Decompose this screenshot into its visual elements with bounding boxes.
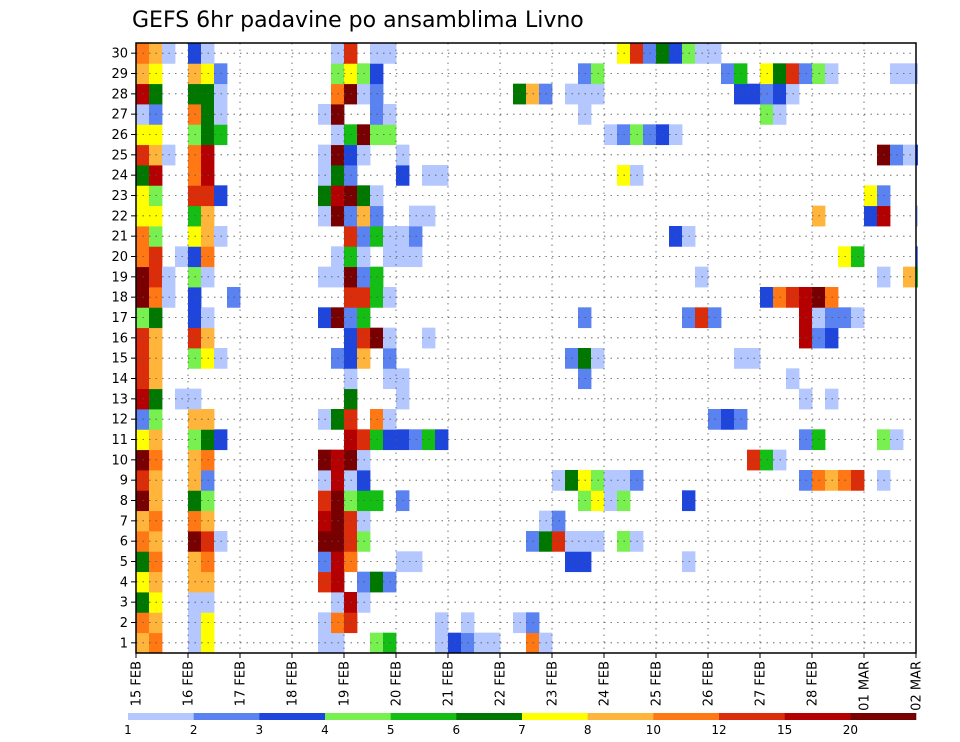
y-tick-label: 20 [111, 250, 128, 265]
y-tick-label: 14 [111, 372, 128, 387]
x-tick-label: 24 FEB [598, 661, 613, 706]
y-tick-label: 7 [120, 514, 128, 529]
y-tick-label: 22 [111, 209, 128, 224]
x-tick-label: 22 FEB [494, 661, 509, 706]
x-tick-label: 27 FEB [754, 661, 769, 706]
x-tick-label: 26 FEB [702, 661, 717, 706]
colorbar-label: 4 [321, 723, 329, 737]
y-tick-label: 12 [111, 413, 128, 428]
y-tick-label: 4 [120, 575, 128, 590]
colorbar-label: 2 [190, 723, 198, 737]
colorbar-label: 1 [124, 723, 132, 737]
colorbar-label: 15 [777, 723, 792, 737]
x-tick-label: 17 FEB [234, 661, 249, 706]
x-tick-label: 16 FEB [182, 661, 197, 706]
colorbar-swatch [325, 713, 391, 720]
colorbar-label: 7 [518, 723, 526, 737]
y-tick-label: 30 [111, 47, 128, 62]
colorbar-label: 20 [843, 723, 858, 737]
x-tick-label: 20 FEB [390, 661, 405, 706]
colorbar-label: 6 [453, 723, 461, 737]
y-tick-label: 17 [111, 311, 128, 326]
colorbar-swatch [522, 713, 588, 720]
colorbar-swatch [128, 713, 194, 720]
y-tick-label: 11 [111, 433, 128, 448]
y-tick-label: 26 [111, 128, 128, 143]
colorbar-swatch [719, 713, 785, 720]
plot-frame [135, 42, 917, 654]
y-tick-label: 24 [111, 169, 128, 184]
y-tick-label: 8 [120, 494, 128, 509]
colorbar: 1 2 3 4 5 6 7 8 10 12 15 20 [124, 713, 917, 737]
precip-cell [916, 266, 918, 288]
y-tick-label: 2 [120, 616, 128, 631]
x-tick-label: 02 MAR [910, 661, 925, 711]
x-tick-label: 25 FEB [650, 661, 665, 706]
y-tick-label: 6 [120, 535, 128, 550]
x-tick-label: 01 MAR [858, 661, 873, 711]
colorbar-swatch [784, 713, 851, 720]
y-tick-label: 13 [111, 392, 128, 407]
x-tick-label: 23 FEB [546, 661, 561, 706]
precip-cell [916, 205, 918, 227]
y-tick-label: 15 [111, 352, 128, 367]
colorbar-swatch [587, 713, 654, 720]
colorbar-label: 8 [584, 723, 592, 737]
y-axis: 1234567891011121314151617181920212223242… [111, 47, 136, 651]
y-tick-label: 27 [111, 108, 128, 123]
colorbar-label: 12 [711, 723, 726, 737]
y-tick-label: 19 [111, 270, 128, 285]
y-tick-label: 25 [111, 148, 128, 163]
colorbar-swatch [850, 713, 917, 720]
grid-lines [136, 43, 916, 653]
colorbar-label: 5 [387, 723, 395, 737]
y-tick-label: 5 [120, 555, 128, 570]
x-tick-label: 19 FEB [338, 661, 353, 706]
x-axis: 15 FEB 16 FEB 17 FEB 18 FEB 19 FEB 20 FEB 21 F… [130, 653, 925, 711]
colorbar-swatch [390, 713, 457, 720]
colorbar-swatch [653, 713, 720, 720]
y-tick-label: 28 [111, 87, 128, 102]
y-tick-label: 29 [111, 67, 128, 82]
x-tick-label: 18 FEB [286, 661, 301, 706]
precip-cell [916, 246, 918, 268]
colorbar-swatch [259, 713, 326, 720]
precip-cell [916, 63, 918, 85]
y-tick-label: 18 [111, 291, 128, 306]
y-tick-label: 9 [120, 474, 128, 489]
y-tick-label: 10 [111, 453, 128, 468]
x-tick-label: 28 FEB [806, 661, 821, 706]
colorbar-label: 10 [646, 723, 661, 737]
x-tick-label: 21 FEB [442, 661, 457, 706]
colorbar-swatch [456, 713, 523, 720]
x-tick-label: 15 FEB [130, 661, 145, 706]
precip-cell [916, 144, 918, 166]
y-tick-label: 1 [120, 636, 128, 651]
y-tick-label: 23 [111, 189, 128, 204]
y-tick-label: 3 [120, 596, 128, 611]
colorbar-label: 3 [256, 723, 264, 737]
colorbar-swatch [193, 713, 260, 720]
chart-title: GEFS 6hr padavine po ansamblima Livno [132, 8, 584, 33]
y-tick-label: 21 [111, 230, 128, 245]
y-tick-label: 16 [111, 331, 128, 346]
